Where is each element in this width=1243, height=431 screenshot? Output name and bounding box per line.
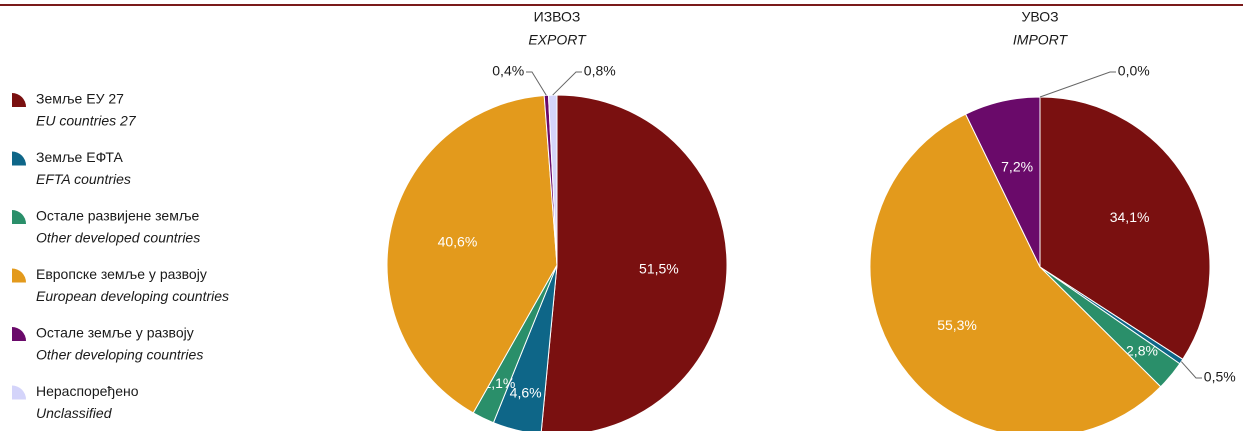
pie-slice xyxy=(386,94,558,414)
pie-slice xyxy=(869,113,1162,431)
data-label: 4,6% xyxy=(510,385,542,401)
legend-label: Остале земље у развоју xyxy=(36,325,194,341)
data-label: 51,5% xyxy=(639,261,679,277)
legend-swatch xyxy=(12,327,26,341)
leader-line xyxy=(1180,361,1202,379)
pie-slice xyxy=(1039,96,1211,360)
legend-label-en: European developing countries xyxy=(36,288,229,304)
pie-slice xyxy=(540,94,728,431)
leader-line xyxy=(1039,71,1116,98)
pie-title: ИЗВОЗ xyxy=(534,9,581,25)
legend-label-en: EFTA countries xyxy=(36,171,131,187)
legend-swatch xyxy=(12,385,26,400)
pie-subtitle: IMPORT xyxy=(1013,32,1069,48)
data-label: 0,0% xyxy=(1118,63,1150,79)
legend-label-en: EU countries 27 xyxy=(36,113,137,129)
legend-label-en: Other developed countries xyxy=(36,230,200,246)
legend-swatch xyxy=(12,210,26,224)
legend-swatch xyxy=(12,268,26,283)
leader-line xyxy=(552,71,582,96)
pie-subtitle: EXPORT xyxy=(528,32,587,48)
data-label: 7,2% xyxy=(1001,158,1033,174)
data-label: 0,4% xyxy=(492,63,524,79)
legend-label: Земље ЕФТА xyxy=(36,149,124,165)
legend-swatch xyxy=(12,93,26,107)
legend-label-en: Other developing countries xyxy=(36,347,203,363)
data-label: 55,3% xyxy=(937,317,977,333)
pie-title: УВОЗ xyxy=(1021,9,1058,25)
leader-line xyxy=(526,71,547,96)
data-label: 34,1% xyxy=(1110,209,1150,225)
legend-label: Земље ЕУ 27 xyxy=(36,91,124,107)
data-label: 0,5% xyxy=(1204,369,1236,385)
legend-label-en: Unclassified xyxy=(36,405,113,421)
legend-swatch xyxy=(12,151,26,166)
pie-slice xyxy=(547,94,558,266)
legend-label: Остале развијене земље xyxy=(36,208,200,224)
data-label: 2,8% xyxy=(1126,342,1158,358)
legend-label: Нераспоређено xyxy=(36,383,139,399)
legend-label: Европске земље у развоју xyxy=(36,266,207,282)
data-label: 0,8% xyxy=(584,63,616,79)
data-label: 40,6% xyxy=(438,233,478,249)
